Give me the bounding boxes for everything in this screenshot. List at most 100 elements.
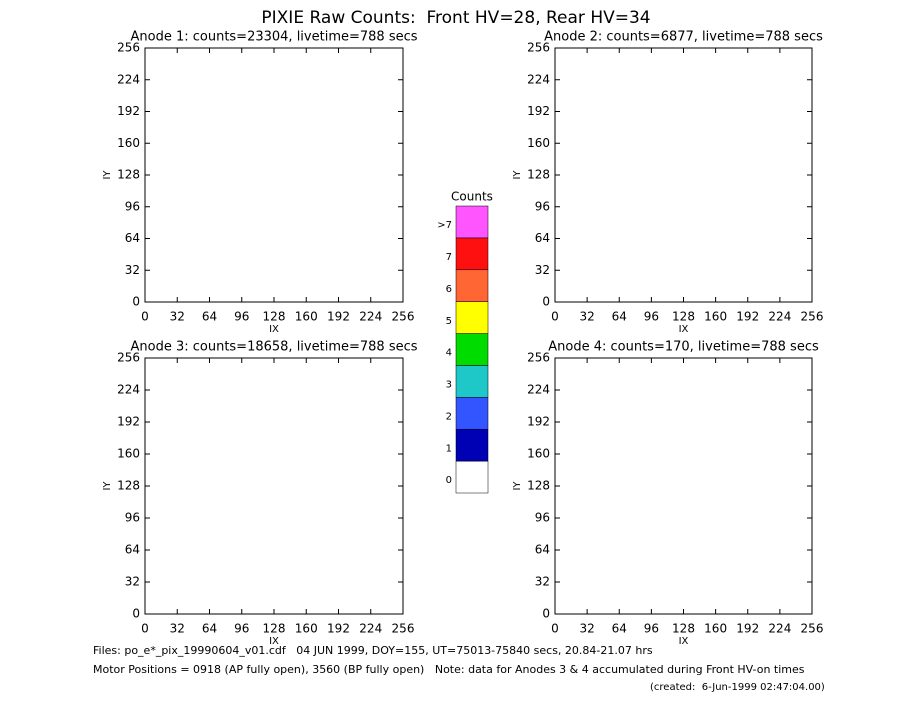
y-tick-label: 64 (535, 231, 550, 245)
x-tick-label: 96 (644, 310, 659, 324)
y-axis-label: IY (102, 481, 113, 491)
x-axis-label: IX (269, 324, 279, 335)
y-tick-label: 32 (535, 575, 550, 589)
x-tick-label: 64 (612, 622, 627, 636)
x-tick-label: 256 (801, 310, 824, 324)
colorbar-swatch (455, 365, 489, 398)
colorbar-label: 5 (446, 316, 452, 327)
plot-area (554, 357, 813, 615)
x-tick-label: 128 (263, 310, 286, 324)
y-tick-label: 128 (117, 479, 140, 493)
y-tick-label: 0 (132, 607, 140, 621)
y-tick-label: 224 (117, 383, 140, 397)
x-tick-label: 256 (801, 622, 824, 636)
y-tick-label: 32 (535, 263, 550, 277)
x-tick-label: 160 (704, 622, 727, 636)
y-tick-label: 224 (527, 383, 550, 397)
colorbar-label: 3 (446, 380, 452, 391)
y-tick-label: 192 (117, 104, 140, 118)
plot-area (554, 47, 813, 303)
footer-line: Files: po_e*_pix_19990604_v01.cdf 04 JUN… (93, 644, 653, 657)
colorbar-swatch (455, 333, 489, 366)
y-tick-label: 0 (542, 607, 550, 621)
x-tick-label: 192 (736, 622, 759, 636)
y-tick-label: 32 (125, 575, 140, 589)
y-tick-label: 32 (125, 263, 140, 277)
panel-title: Anode 2: counts=6877, livetime=788 secs (544, 30, 823, 45)
y-tick-label: 64 (125, 231, 140, 245)
panel-title: Anode 4: counts=170, livetime=788 secs (548, 340, 819, 355)
x-tick-label: 96 (234, 310, 249, 324)
colorbar-swatch (455, 460, 489, 494)
y-tick-label: 64 (125, 543, 140, 557)
x-tick-label: 224 (359, 310, 382, 324)
x-tick-label: 64 (612, 310, 627, 324)
y-tick-label: 256 (117, 351, 140, 365)
x-tick-label: 64 (202, 310, 217, 324)
y-tick-label: 96 (125, 511, 140, 525)
x-tick-label: 32 (170, 622, 185, 636)
y-tick-label: 64 (535, 543, 550, 557)
footer-line: Motor Positions = 0918 (AP fully open), … (93, 663, 805, 676)
x-axis-label: IX (679, 324, 689, 335)
colorbar-swatch (455, 205, 489, 239)
colorbar-swatch (455, 237, 489, 271)
colorbar-label: >7 (437, 220, 452, 231)
y-tick-label: 128 (527, 479, 550, 493)
colorbar-label: 6 (446, 284, 452, 295)
x-axis-label: IX (269, 636, 279, 647)
x-tick-label: 0 (551, 310, 559, 324)
x-tick-label: 256 (392, 310, 415, 324)
y-tick-label: 160 (527, 136, 550, 150)
x-tick-label: 192 (327, 310, 350, 324)
colorbar-swatch (455, 269, 489, 302)
x-tick-label: 32 (579, 622, 594, 636)
page-title: PIXIE Raw Counts: Front HV=28, Rear HV=3… (261, 8, 650, 28)
x-tick-label: 192 (736, 310, 759, 324)
colorbar-swatch (455, 428, 489, 462)
y-tick-label: 256 (527, 351, 550, 365)
y-tick-label: 0 (542, 295, 550, 309)
y-tick-label: 192 (527, 104, 550, 118)
colorbar-label: 7 (446, 252, 452, 263)
x-tick-label: 224 (359, 622, 382, 636)
plot-area (144, 357, 404, 615)
panel-title: Anode 3: counts=18658, livetime=788 secs (130, 340, 417, 355)
y-tick-label: 160 (117, 447, 140, 461)
y-tick-label: 192 (117, 415, 140, 429)
y-tick-label: 0 (132, 295, 140, 309)
x-tick-label: 0 (551, 622, 559, 636)
x-tick-label: 160 (295, 622, 318, 636)
x-tick-label: 128 (263, 622, 286, 636)
x-axis-label: IX (679, 636, 689, 647)
colorbar-label: 1 (446, 443, 452, 454)
y-tick-label: 192 (527, 415, 550, 429)
y-tick-label: 160 (117, 136, 140, 150)
y-tick-label: 160 (527, 447, 550, 461)
plot-area (144, 47, 404, 303)
x-tick-label: 224 (768, 622, 791, 636)
x-tick-label: 32 (170, 310, 185, 324)
x-tick-label: 160 (295, 310, 318, 324)
colorbar-label: 2 (446, 411, 452, 422)
y-tick-label: 96 (125, 199, 140, 213)
y-tick-label: 256 (527, 41, 550, 55)
y-tick-label: 128 (527, 168, 550, 182)
x-tick-label: 128 (672, 622, 695, 636)
x-tick-label: 192 (327, 622, 350, 636)
y-tick-label: 96 (535, 511, 550, 525)
colorbar-swatch (455, 301, 489, 334)
colorbar-swatch (455, 397, 489, 430)
y-tick-label: 224 (527, 72, 550, 86)
y-axis-label: IY (102, 170, 113, 180)
colorbar-title: Counts (451, 190, 493, 204)
y-tick-label: 128 (117, 168, 140, 182)
x-tick-label: 0 (141, 310, 149, 324)
x-tick-label: 96 (644, 622, 659, 636)
y-tick-label: 96 (535, 199, 550, 213)
y-tick-label: 224 (117, 72, 140, 86)
x-tick-label: 96 (234, 622, 249, 636)
y-tick-label: 256 (117, 41, 140, 55)
x-tick-label: 64 (202, 622, 217, 636)
